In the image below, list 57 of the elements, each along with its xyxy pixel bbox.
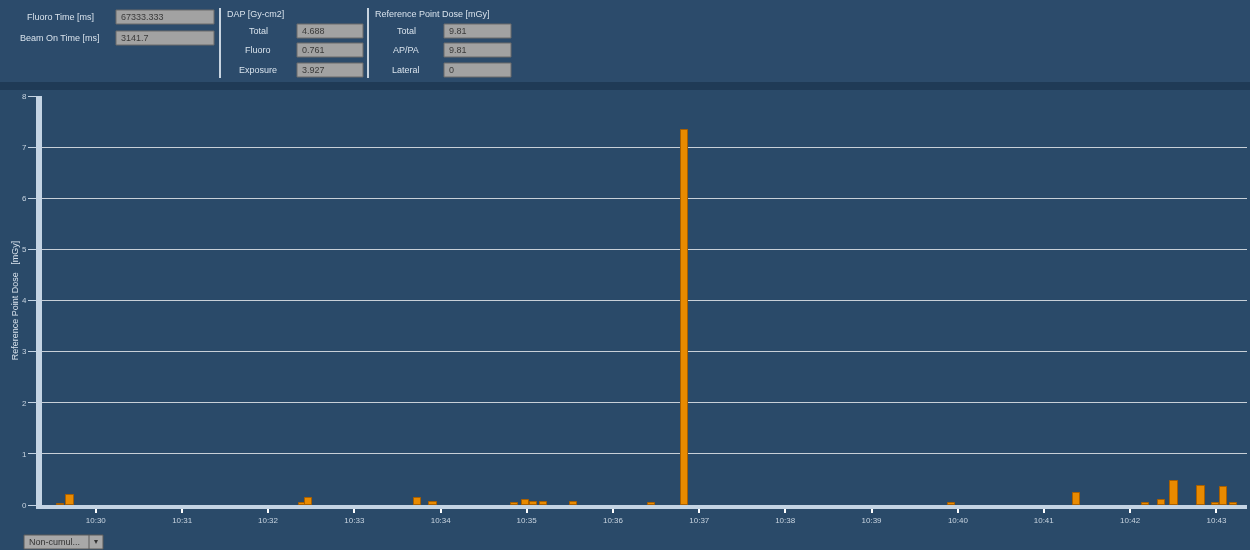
text: 9.81 <box>449 45 467 55</box>
text: Reference Point Dose [mGy] <box>375 9 490 19</box>
text: Exposure <box>239 65 278 75</box>
x-tick-label: 10:35 <box>516 515 538 525</box>
y-tick-label: 0 <box>21 500 27 510</box>
text: Total <box>249 26 269 36</box>
text: 9.81 <box>449 26 467 36</box>
text: 0 <box>449 65 455 75</box>
x-tick-label: 10:37 <box>689 515 710 525</box>
text: 3141.7 <box>121 33 149 43</box>
y-axis-title: Reference Point Dose [mGy] <box>9 240 20 361</box>
x-tick-label: 10:33 <box>344 515 365 525</box>
text: AP/PA <box>393 45 419 55</box>
text: 0.761 <box>302 45 325 55</box>
y-tick-label: 8 <box>21 91 27 101</box>
y-tick-label: 5 <box>21 245 27 255</box>
bar <box>1229 502 1237 505</box>
text: Fluoro Time [ms] <box>27 12 95 22</box>
bar <box>1072 492 1080 505</box>
y-tick-label: 4 <box>21 296 27 306</box>
x-tick-label: 10:38 <box>775 515 796 525</box>
text: 4.688 <box>302 26 325 36</box>
bar <box>413 497 421 505</box>
text: 3.927 <box>302 65 325 75</box>
bar <box>680 129 688 505</box>
x-tick-label: 10:40 <box>947 515 969 525</box>
bar <box>539 501 547 505</box>
bar <box>947 502 955 505</box>
text: DAP [Gy-cm2] <box>227 9 285 19</box>
x-tick-label: 10:43 <box>1206 515 1228 525</box>
text: Lateral <box>392 65 420 75</box>
bar <box>647 502 655 505</box>
bar <box>428 501 437 505</box>
bar <box>510 502 518 505</box>
y-tick-label: 6 <box>21 194 27 204</box>
x-tick-label: 10:36 <box>602 515 624 525</box>
x-tick-label: 10:34 <box>430 515 452 525</box>
text: 67333.333 <box>121 12 164 22</box>
x-tick-label: 10:30 <box>85 515 107 525</box>
x-tick-label: 10:41 <box>1033 515 1055 525</box>
bar <box>1169 480 1178 505</box>
x-tick-label: 10:32 <box>257 515 279 525</box>
y-tick-label: 7 <box>21 142 27 152</box>
bar <box>1157 499 1165 505</box>
bar <box>1141 502 1149 505</box>
text: Non-cumul... <box>29 537 81 547</box>
text: Total <box>397 26 417 36</box>
y-tick-label: 3 <box>21 347 27 357</box>
x-tick-label: 10:39 <box>861 515 883 525</box>
x-tick-label: 10:31 <box>172 515 193 525</box>
x-tick-label: 10:42 <box>1120 515 1141 525</box>
y-tick-label: 2 <box>21 398 27 408</box>
text: Beam On Time [ms] <box>20 33 100 43</box>
bar <box>569 501 577 505</box>
bar <box>1196 485 1205 505</box>
y-tick-label: 1 <box>21 449 27 459</box>
text: Fluoro <box>245 45 271 55</box>
